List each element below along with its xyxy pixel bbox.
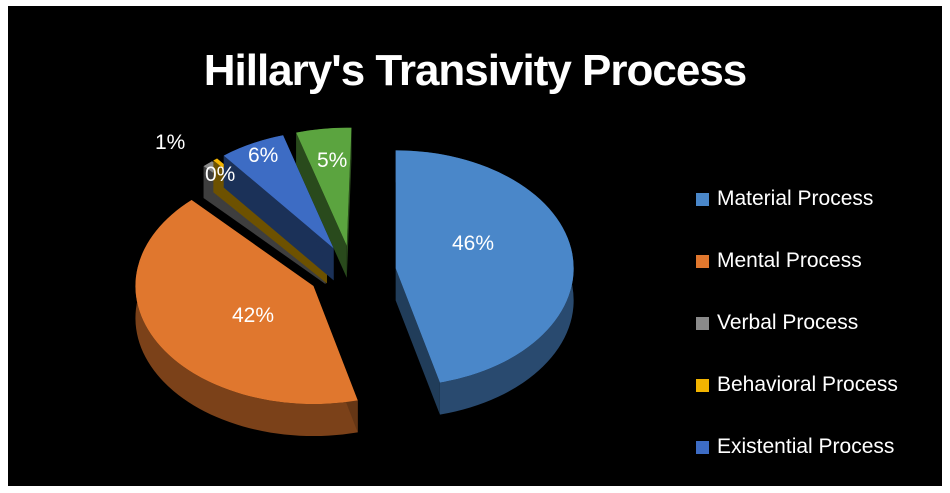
pie-slice-side-2 (135, 200, 358, 437)
legend-swatch-5 (696, 440, 709, 454)
legend-label-2: Mental Process (717, 249, 862, 272)
legend-entry-4: Behavioral Process (696, 354, 898, 416)
pie-slice-face-5-1 (223, 155, 334, 281)
legend-entry-5: Existential Process (696, 416, 898, 478)
pie-slice-top-2 (135, 200, 358, 405)
pie-slice-top-6 (296, 127, 352, 246)
chart-legend: Material Process Mental Process Verbal Pro… (696, 168, 898, 478)
pie-slice-1 (395, 150, 574, 415)
data-label-5: 6% (248, 144, 278, 167)
data-label-4: 0% (205, 163, 235, 186)
data-label-2: 42% (232, 304, 274, 327)
legend-swatch-2 (696, 254, 709, 268)
legend-entry-1: Material Process (696, 168, 898, 230)
pie-slice-top-1 (395, 150, 574, 383)
data-label-1: 46% (452, 232, 494, 255)
legend-entry-3: Verbal Process (696, 292, 898, 354)
pie-slice-6 (296, 127, 352, 278)
pie-slice-5 (223, 135, 334, 281)
chart-title: Hillary's Transivity Process (203, 46, 748, 95)
legend-label-3: Verbal Process (717, 311, 859, 334)
legend-swatch-3 (696, 316, 709, 330)
legend-entry-2: Mental Process (696, 230, 898, 292)
legend-swatch-1 (696, 192, 709, 206)
legend-label-1: Material Process (717, 187, 874, 210)
pie-slice-face-6-1 (296, 132, 347, 278)
pie-slice-face-1-2 (395, 268, 440, 415)
data-label-3: 1% (155, 131, 185, 154)
legend-label-5: Existential Process (717, 435, 895, 458)
data-label-6: 5% (317, 149, 347, 172)
legend-swatch-4 (696, 378, 709, 392)
pie-slice-face-6-2 (346, 127, 352, 278)
pie-slice-2 (135, 200, 358, 437)
legend-label-4: Behavioral Process (717, 373, 898, 396)
pie-slice-top-5 (223, 135, 334, 249)
